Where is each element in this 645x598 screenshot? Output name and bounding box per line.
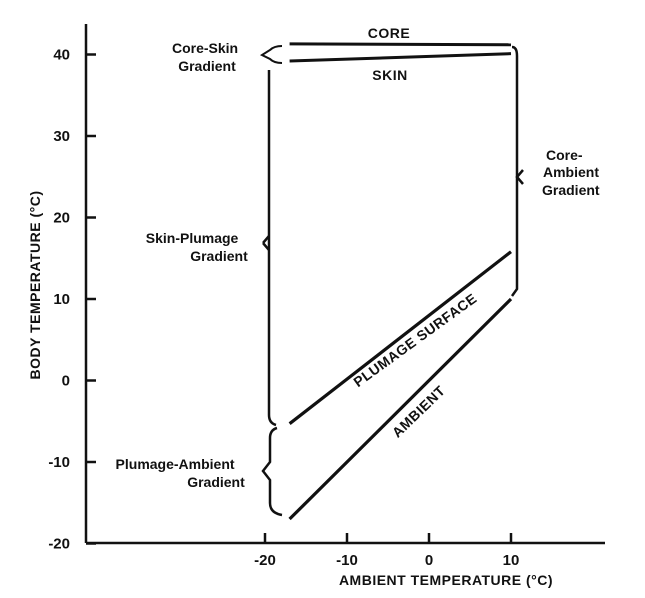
y-tick-label: -20: [48, 536, 70, 553]
x-tick-label: 0: [425, 552, 433, 569]
series-label-core: CORE: [368, 25, 410, 41]
series-line-skin: [289, 52, 512, 63]
series-label-skin: SKIN: [372, 67, 407, 83]
series-line-plumage-surface: [288, 250, 512, 425]
skin-plumage-gradient-label: Skin-Plumage Gradient: [146, 230, 248, 264]
x-tick-label: -10: [336, 552, 358, 569]
y-tick-label: 20: [53, 210, 70, 227]
skin-plumage-brace: [262, 235, 270, 251]
x-tick-label: 10: [503, 552, 520, 569]
y-tick-label: 30: [53, 128, 70, 145]
core-ambient-gradient-label: Core- Ambient Gradient: [542, 147, 603, 198]
plumage-ambient-brace: [261, 426, 283, 517]
series-line-core: [289, 42, 512, 47]
x-axis-label: AMBIENT TEMPERATURE (°C): [339, 572, 553, 588]
left-boundary-line: [267, 70, 277, 427]
series-label-plumage-surface: PLUMAGE SURFACE: [350, 290, 479, 390]
y-axis-label: BODY TEMPERATURE (°C): [27, 190, 43, 379]
core-ambient-brace: [515, 169, 524, 185]
y-tick-label: 40: [53, 47, 70, 64]
x-tick-label: -20: [254, 552, 276, 569]
core-skin-brace: [259, 45, 283, 64]
y-tick-label: -10: [48, 454, 70, 471]
right-boundary-line: [510, 45, 519, 297]
y-tick-label: 0: [62, 373, 70, 390]
plumage-ambient-gradient-label: Plumage-Ambient Gradient: [116, 456, 246, 490]
series-line-ambient: [288, 297, 513, 521]
core-skin-gradient-label: Core-Skin Gradient: [172, 40, 242, 74]
y-tick-label: 10: [53, 291, 70, 308]
